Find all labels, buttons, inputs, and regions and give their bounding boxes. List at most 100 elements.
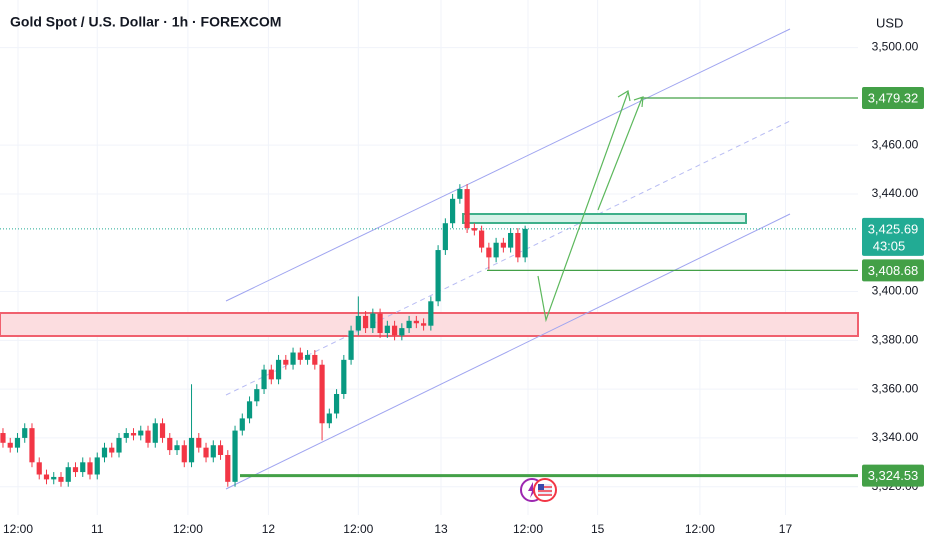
candle-body — [36, 462, 42, 475]
x-tick-label: 12:00 — [3, 522, 33, 536]
candle-body — [203, 447, 209, 458]
candle-body — [304, 354, 311, 360]
candle-body — [80, 462, 86, 473]
last-price-bg — [862, 217, 924, 256]
y-tick-label: 3,340.00 — [872, 430, 919, 444]
candle-body — [43, 474, 50, 480]
candle-body — [65, 467, 71, 482]
x-tick-label: 12:00 — [685, 522, 715, 536]
candle-body — [174, 445, 180, 451]
candle-body — [283, 359, 289, 365]
candle-body — [508, 232, 514, 248]
candle-body — [428, 301, 434, 326]
y-tick-label: 3,440.00 — [872, 186, 919, 200]
candle-body — [500, 242, 506, 248]
y-tick-label: 3,500.00 — [872, 40, 919, 54]
channel-mid — [225, 120, 791, 396]
price-label: 3,324.53 — [868, 468, 919, 483]
candle-body — [58, 476, 64, 482]
candles — [0, 184, 528, 487]
candle-body — [442, 223, 448, 251]
x-tick-label: 12:00 — [173, 522, 203, 536]
candle-body — [420, 323, 427, 326]
y-tick-label: 3,360.00 — [872, 381, 919, 395]
candle-body — [486, 247, 492, 258]
candle-body — [406, 320, 412, 329]
candle-body — [326, 413, 332, 424]
price-label: 3,408.68 — [868, 263, 919, 278]
candle-body — [457, 189, 463, 199]
arrow-head — [633, 96, 644, 108]
candle-body — [22, 428, 28, 438]
candle-body — [246, 401, 253, 419]
candle-body — [464, 189, 470, 229]
y-tick-label: 3,460.00 — [872, 137, 919, 151]
candle-body — [145, 430, 151, 443]
candle-body — [522, 228, 528, 258]
candle-body — [254, 389, 260, 402]
candle-body — [217, 445, 224, 455]
projection-path — [537, 91, 629, 323]
channel-upper — [225, 28, 791, 302]
candle-body — [479, 230, 485, 248]
y-tick-label: 3,400.00 — [872, 284, 919, 298]
candle-body — [384, 325, 390, 334]
candle-body — [51, 476, 57, 480]
x-tick-label: 12:00 — [343, 522, 373, 536]
candle-body — [290, 352, 296, 365]
candle-body — [515, 232, 521, 258]
candle-body — [450, 198, 456, 224]
candle-body — [109, 447, 115, 453]
price-lines — [0, 97, 858, 478]
candle-body — [87, 462, 93, 475]
arrow-head — [617, 90, 631, 102]
candle-body — [362, 315, 369, 329]
countdown: 43:05 — [873, 238, 906, 253]
candle-body — [399, 328, 405, 336]
currency: USD — [876, 15, 903, 30]
candle-body — [232, 430, 238, 482]
candle-body — [312, 354, 318, 365]
y-tick-label: 3,380.00 — [872, 332, 919, 346]
candle-body — [297, 352, 303, 360]
candle-body — [355, 315, 361, 331]
candle-body — [72, 467, 79, 473]
candle-body — [116, 437, 122, 453]
candle-body — [123, 433, 129, 438]
channel-lower — [225, 213, 791, 490]
candle-body — [29, 428, 35, 463]
candle-body — [188, 437, 195, 463]
price-label-bg — [862, 87, 924, 110]
x-tick-label: 11 — [91, 522, 104, 536]
price-label-bg — [862, 464, 924, 487]
x-tick-label: 15 — [591, 522, 605, 536]
candle-body — [181, 445, 187, 463]
candle-body — [130, 433, 137, 436]
candle-body — [348, 330, 354, 360]
candle-body — [435, 250, 441, 302]
candle-body — [471, 228, 477, 231]
chart-title: Gold Spot / U.S. Dollar · 1h · FOREXCOM — [10, 14, 281, 30]
x-tick-label: 12:00 — [513, 522, 543, 536]
candle-body — [493, 242, 499, 258]
candle-body — [7, 442, 13, 448]
projection-path-2 — [597, 97, 643, 211]
last-price-label: 3,425.69 — [868, 221, 919, 236]
candle-body — [341, 359, 347, 394]
x-tick-label: 17 — [779, 522, 793, 536]
resistance-box — [462, 213, 747, 224]
candle-body — [14, 437, 21, 448]
candle-body — [377, 313, 383, 334]
price-label-bg — [862, 259, 924, 282]
axes: 3,320.003,340.003,360.003,380.003,400.00… — [3, 40, 924, 536]
price-label: 3,479.32 — [868, 90, 919, 105]
flag-canton — [538, 484, 544, 490]
grid — [0, 0, 858, 515]
candle-body — [196, 437, 202, 448]
candle-body — [94, 457, 100, 475]
candle-body — [159, 423, 166, 438]
candle-body — [0, 433, 6, 443]
event-icon-bolt — [528, 482, 537, 498]
candle-body — [225, 454, 231, 482]
